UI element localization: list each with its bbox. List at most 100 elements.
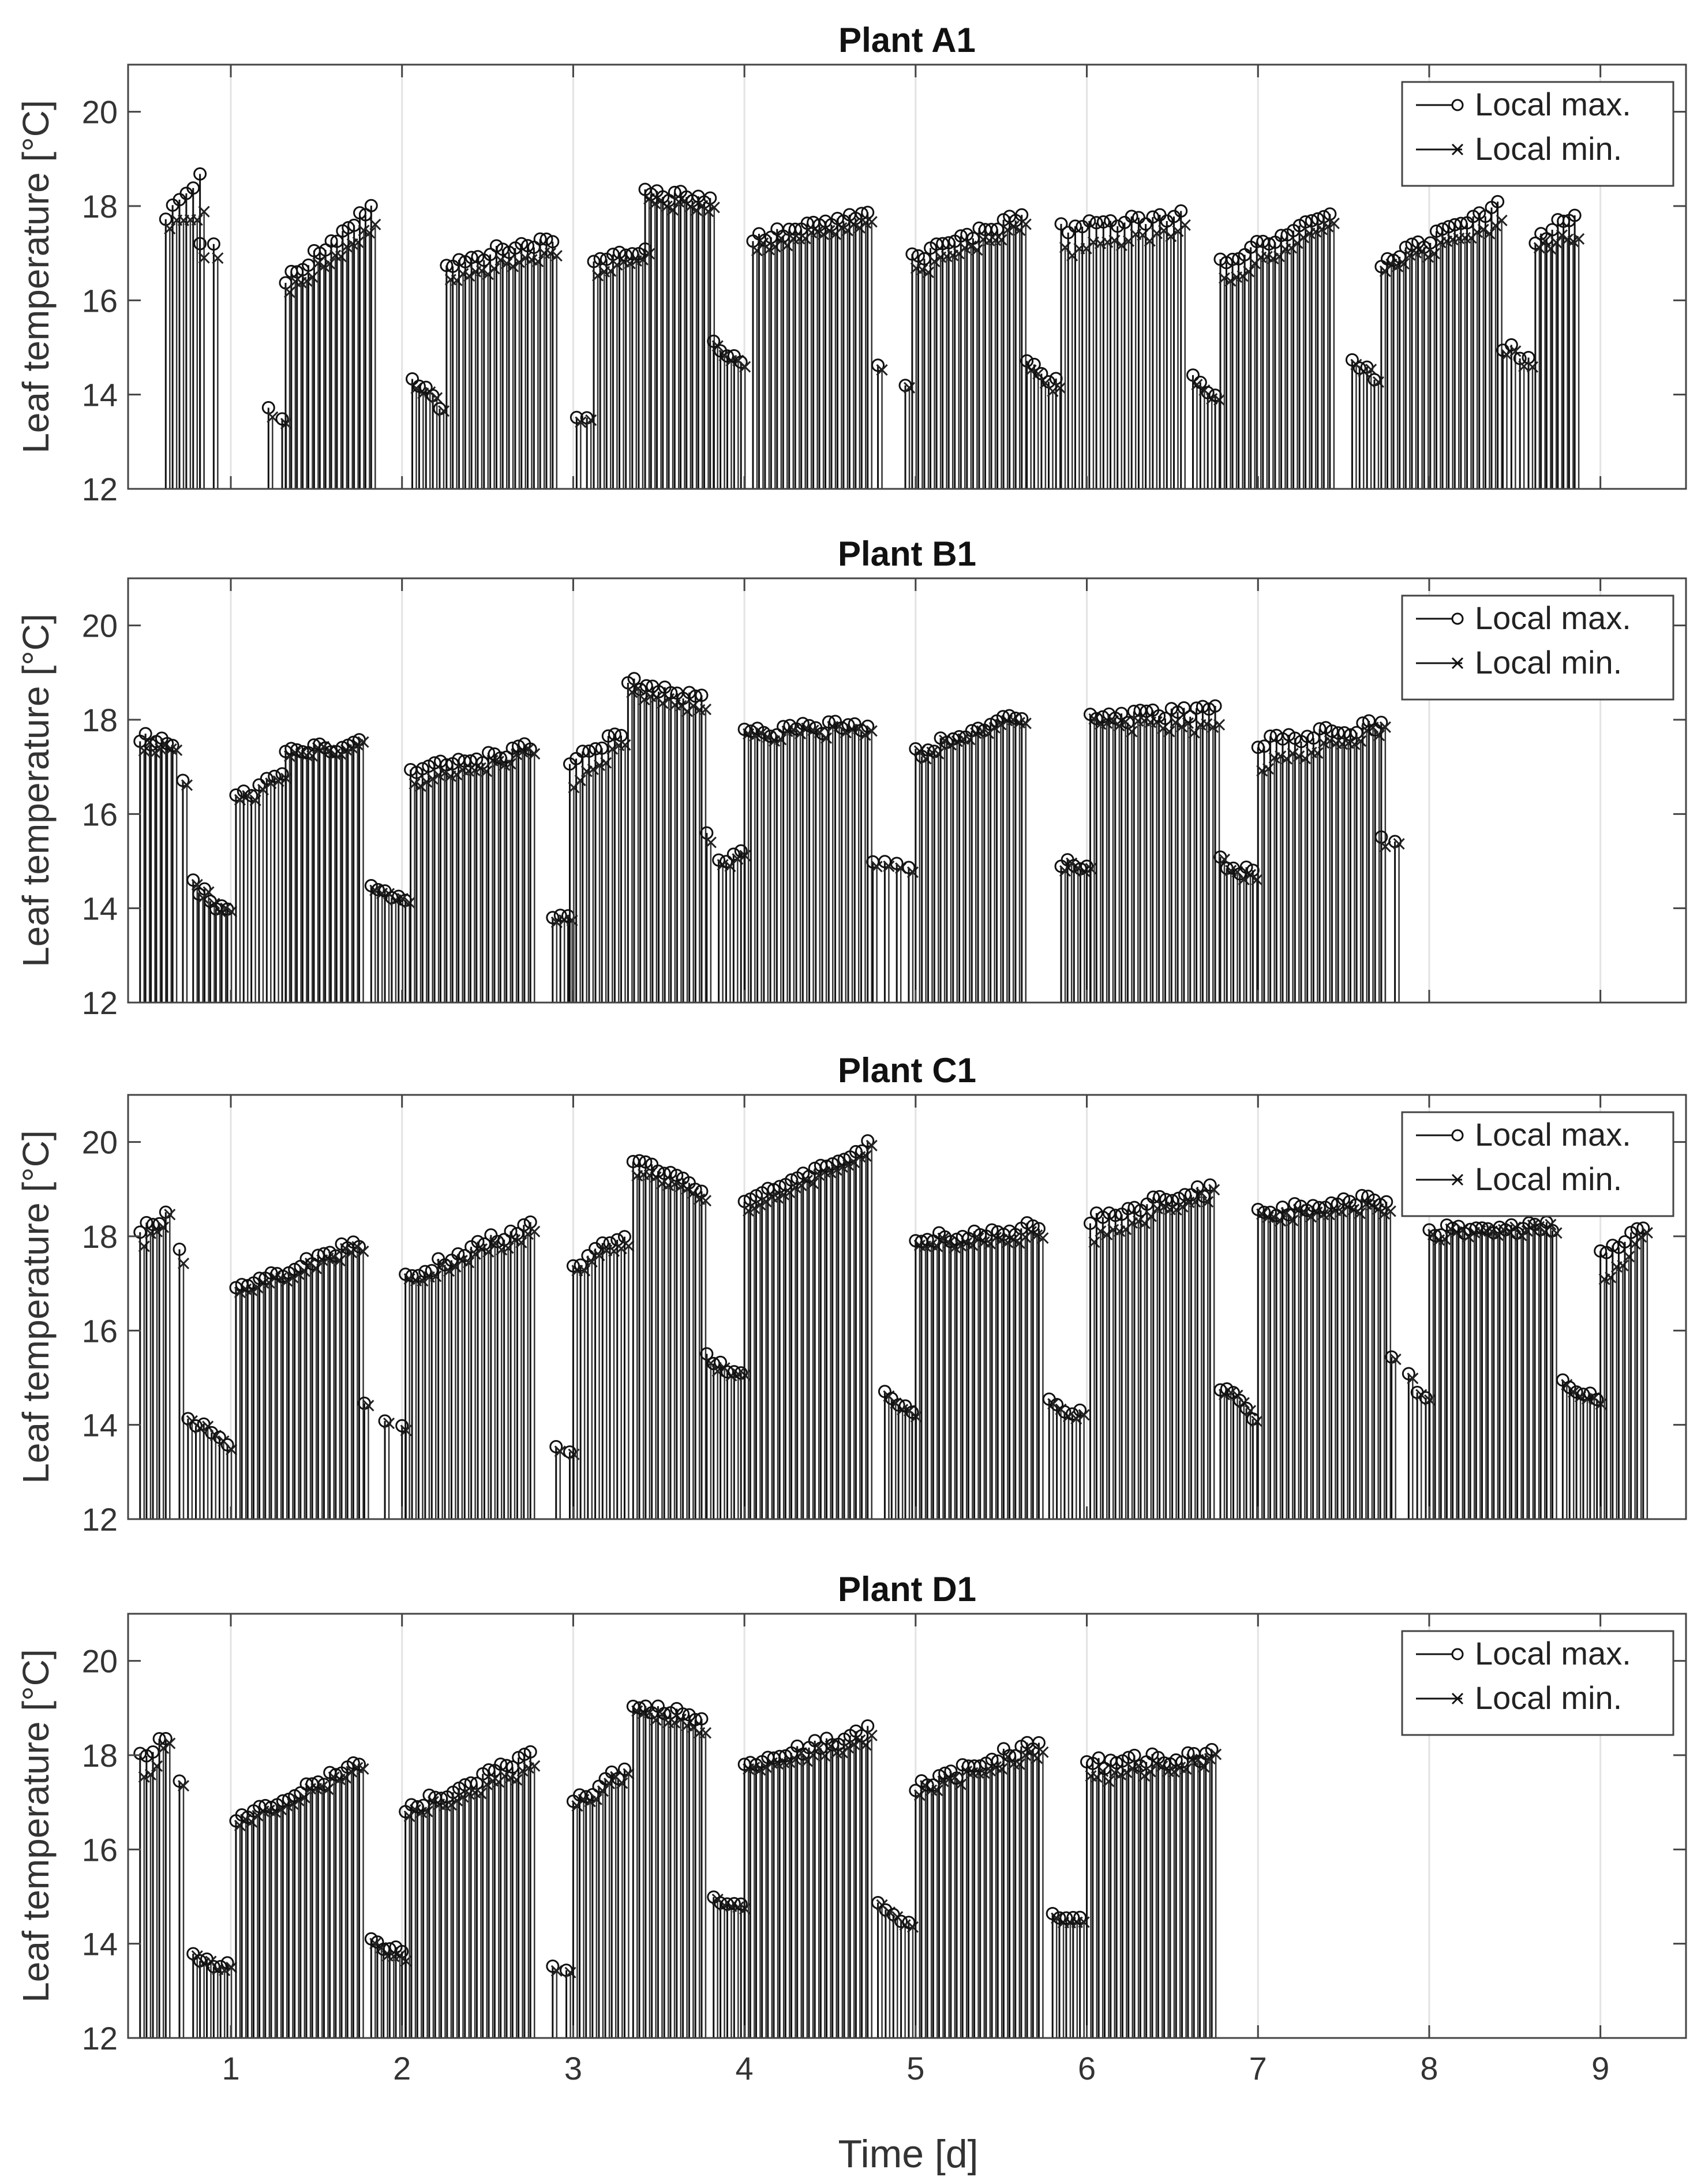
min-marker-3-10 (293, 1794, 305, 1807)
max-marker-2-4 (213, 1959, 227, 1973)
min-marker-19-16 (1477, 223, 1489, 235)
min-marker-5-5 (403, 897, 415, 909)
max-marker-15-6 (1096, 215, 1110, 229)
max-marker-8-7 (608, 727, 621, 741)
min-marker-15-18 (1202, 1196, 1214, 1208)
min-marker-15-13 (1170, 1203, 1182, 1216)
legend-min-label: Local min. (1475, 644, 1622, 680)
min-marker-22-4 (1623, 1251, 1635, 1263)
max-marker-13-0 (1046, 1906, 1059, 1920)
min-marker-19-3 (1397, 257, 1410, 270)
min-marker-18-3 (1275, 750, 1287, 762)
min-marker-17-1 (1224, 275, 1237, 287)
max-marker-18-12 (1325, 724, 1339, 738)
max-marker-4-2 (419, 380, 433, 394)
min-marker-6-16 (508, 1234, 521, 1246)
max-marker-11-2 (726, 847, 740, 861)
min-marker-6-19 (529, 1225, 541, 1237)
stem-series (133, 672, 1405, 1003)
max-marker-21-1 (1563, 1381, 1576, 1394)
max-marker-17-0 (1251, 1202, 1265, 1216)
min-marker-7-7 (616, 1777, 628, 1789)
legend-box (1401, 1111, 1674, 1217)
min-marker-4-13 (357, 736, 369, 748)
min-marker-0-1 (144, 1768, 156, 1781)
max-marker-5-15 (533, 232, 547, 246)
max-marker-11-0 (712, 853, 726, 867)
max-marker-14-0 (1080, 1755, 1094, 1769)
min-marker-13-1 (883, 860, 895, 872)
max-marker-6-11 (471, 1235, 485, 1248)
min-marker-13-1 (916, 264, 928, 276)
min-marker-4-4 (306, 750, 319, 762)
legend: Local max. Local min. (1401, 1630, 1674, 1736)
max-marker-14-21 (1205, 1742, 1219, 1756)
min-marker-5-12 (519, 252, 531, 264)
max-marker-18-20 (1374, 716, 1388, 730)
max-marker-15-17 (1174, 204, 1188, 218)
max-marker-15-19 (1203, 1178, 1217, 1192)
max-marker-13-1 (911, 249, 925, 263)
min-marker-3-5 (312, 257, 324, 270)
min-marker-6-1 (414, 780, 427, 792)
max-marker-10-3 (720, 1365, 734, 1379)
max-marker-12-9 (796, 717, 810, 731)
min-marker-16-3 (1213, 394, 1226, 406)
max-marker-17-14 (1337, 1192, 1351, 1206)
x-tick-label-4: 4 (736, 2050, 754, 2086)
max-marker-15-10 (1125, 210, 1138, 223)
max-marker-5-9 (496, 242, 509, 256)
min-marker-6-12 (482, 1246, 494, 1258)
max-marker-5-8 (489, 239, 503, 253)
min-marker-6-10 (469, 1248, 481, 1260)
min-marker-14-21 (1210, 1748, 1222, 1760)
min-marker-8-6 (606, 743, 619, 755)
max-marker-22-2 (1606, 1239, 1620, 1252)
min-marker-18-1 (1262, 763, 1274, 775)
max-marker-6-20 (523, 742, 537, 756)
max-marker-13-4 (1073, 1910, 1087, 1924)
min-marker-15-19 (1208, 1184, 1220, 1196)
max-marker-0-6 (166, 739, 179, 753)
min-marker-13-15 (1002, 224, 1014, 236)
max-marker-13-0 (905, 247, 919, 261)
max-marker-21-7 (1568, 208, 1582, 222)
min-marker-2-6 (226, 906, 238, 918)
min-marker-14-7 (1126, 1762, 1138, 1775)
min-marker-12-3 (931, 1784, 943, 1797)
min-marker-6-0 (409, 777, 421, 790)
min-marker-19-0 (1407, 1373, 1419, 1385)
min-marker-13-21 (1037, 1232, 1049, 1244)
min-marker-3-13 (310, 1262, 323, 1274)
max-marker-3-15 (364, 199, 378, 212)
min-marker-14-14 (1168, 1766, 1180, 1778)
min-marker-7-3 (590, 1793, 602, 1805)
max-marker-11-21 (861, 1134, 875, 1148)
max-marker-11-0 (871, 358, 885, 372)
min-marker-9-12 (699, 704, 712, 716)
min-marker-12-14 (996, 1763, 1008, 1775)
max-marker-6-0 (546, 1959, 560, 1973)
y-tick-label-20: 20 (82, 608, 118, 644)
min-marker-16-19 (1207, 721, 1219, 733)
min-marker-13-3 (931, 1240, 943, 1252)
min-marker-19-15 (1471, 226, 1483, 238)
max-marker-9-6 (664, 1166, 677, 1180)
min-marker-17-13 (1335, 1206, 1348, 1218)
max-marker-5-21 (523, 1745, 537, 1759)
max-marker-12-13 (985, 1752, 999, 1766)
y-axis-label: Leaf temperature [°C] (15, 1649, 57, 2003)
min-marker-10-0 (751, 244, 763, 257)
max-marker-7-1 (593, 252, 607, 265)
min-marker-11-0 (876, 364, 888, 376)
min-marker-1-1 (212, 252, 224, 264)
legend-min-marker (1451, 143, 1464, 156)
legend: Local max. Local min. (1401, 1111, 1674, 1217)
legend-min-label: Local min. (1475, 1680, 1622, 1716)
max-marker-13-13 (985, 1223, 999, 1237)
min-marker-18-0 (1256, 765, 1268, 777)
min-marker-3-14 (364, 227, 376, 239)
max-marker-15-3 (1102, 1206, 1116, 1220)
min-marker-12-0 (913, 1789, 926, 1801)
